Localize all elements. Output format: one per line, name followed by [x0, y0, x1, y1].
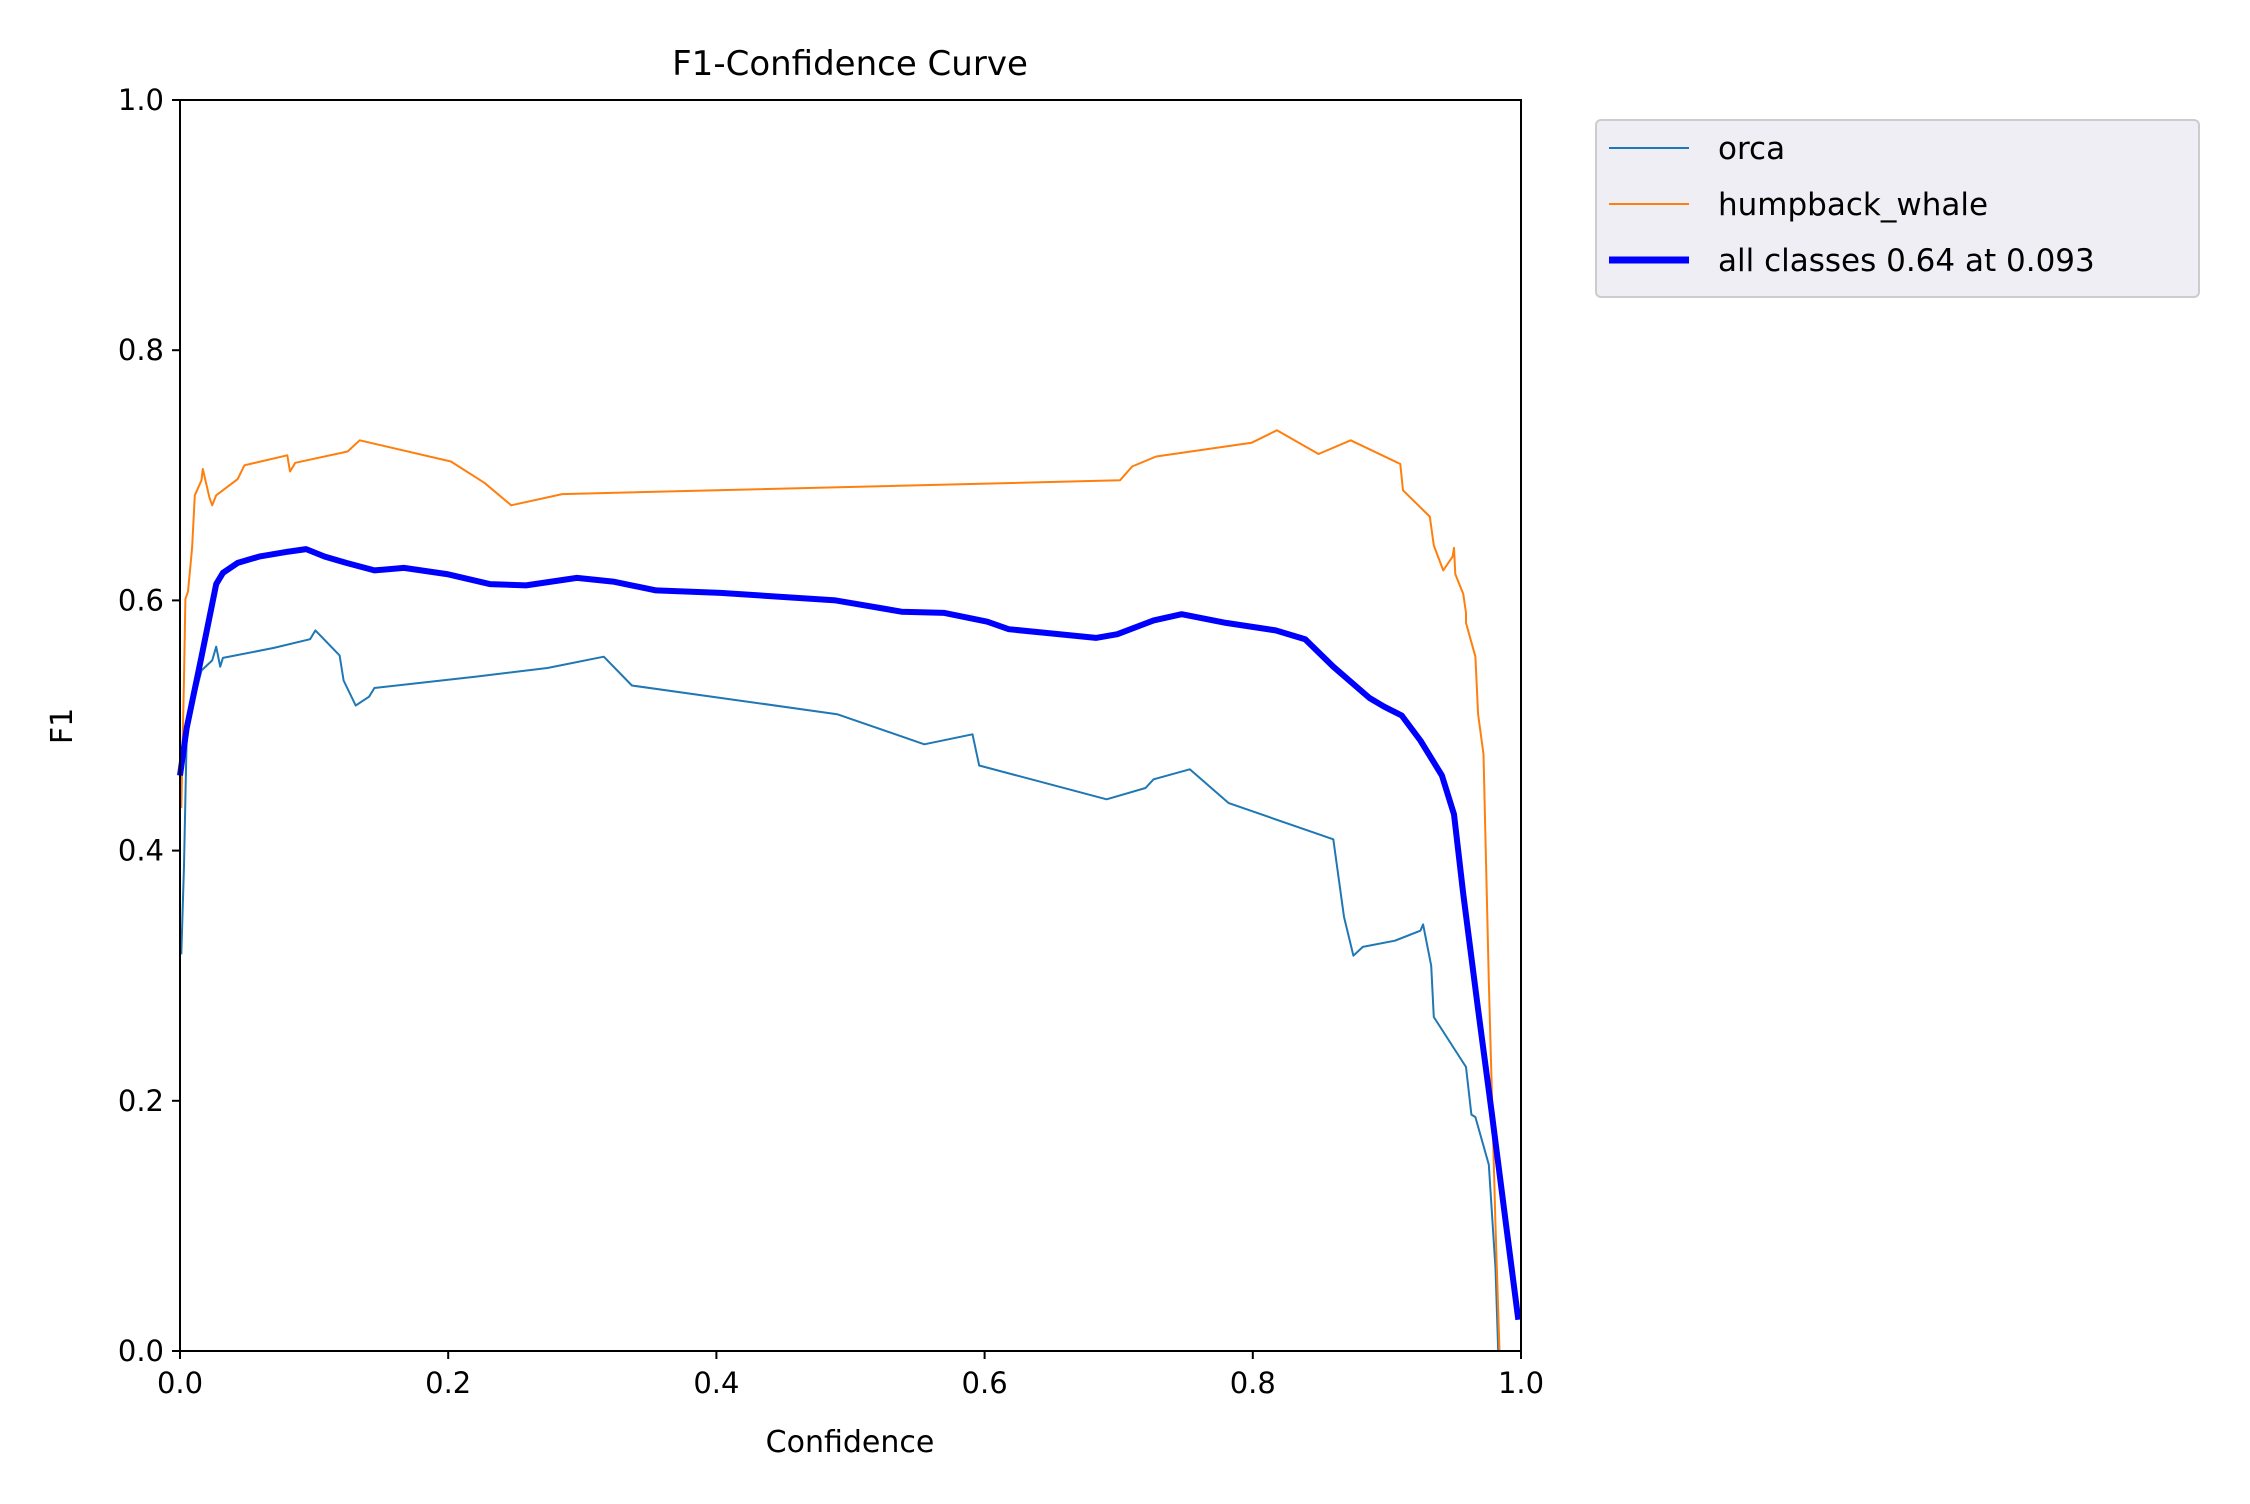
y-axis-label: F1 — [45, 708, 80, 744]
series-line-humpback-whale — [180, 429, 1501, 1352]
x-tick-label: 0.6 — [962, 1366, 1008, 1400]
y-tick-label: 0.0 — [118, 1334, 164, 1368]
y-tick-label: 0.2 — [118, 1084, 164, 1118]
y-tick-label: 0.6 — [118, 583, 164, 617]
x-tick-label: 1.0 — [1498, 1366, 1544, 1400]
x-axis-label: Confidence — [766, 1425, 935, 1460]
legend-label: orca — [1718, 131, 1785, 167]
x-tick-label: 0.0 — [157, 1366, 203, 1400]
x-axis: 0.0 0.2 0.4 0.6 0.8 1.0 — [157, 1351, 1544, 1400]
chart-title: F1-Confidence Curve — [672, 44, 1028, 84]
y-axis: 0.0 0.2 0.4 0.6 0.8 1.0 — [118, 83, 180, 1368]
series-line-orca — [180, 629, 1500, 1352]
x-tick-label: 0.4 — [693, 1366, 739, 1400]
plot-frame — [179, 99, 1522, 1352]
y-tick-label: 1.0 — [118, 83, 164, 117]
y-tick-label: 0.4 — [118, 834, 164, 868]
legend-label: humpback_whale — [1718, 187, 1988, 223]
series-line-all-classes-0-64-at-0-093 — [177, 546, 1522, 1321]
y-tick-label: 0.8 — [118, 333, 164, 367]
x-tick-label: 0.8 — [1230, 1366, 1276, 1400]
x-tick-label: 0.2 — [425, 1366, 471, 1400]
series-layer — [177, 429, 1522, 1352]
legend-box — [1595, 119, 2200, 298]
legend-label: all classes 0.64 at 0.093 — [1718, 243, 2095, 279]
